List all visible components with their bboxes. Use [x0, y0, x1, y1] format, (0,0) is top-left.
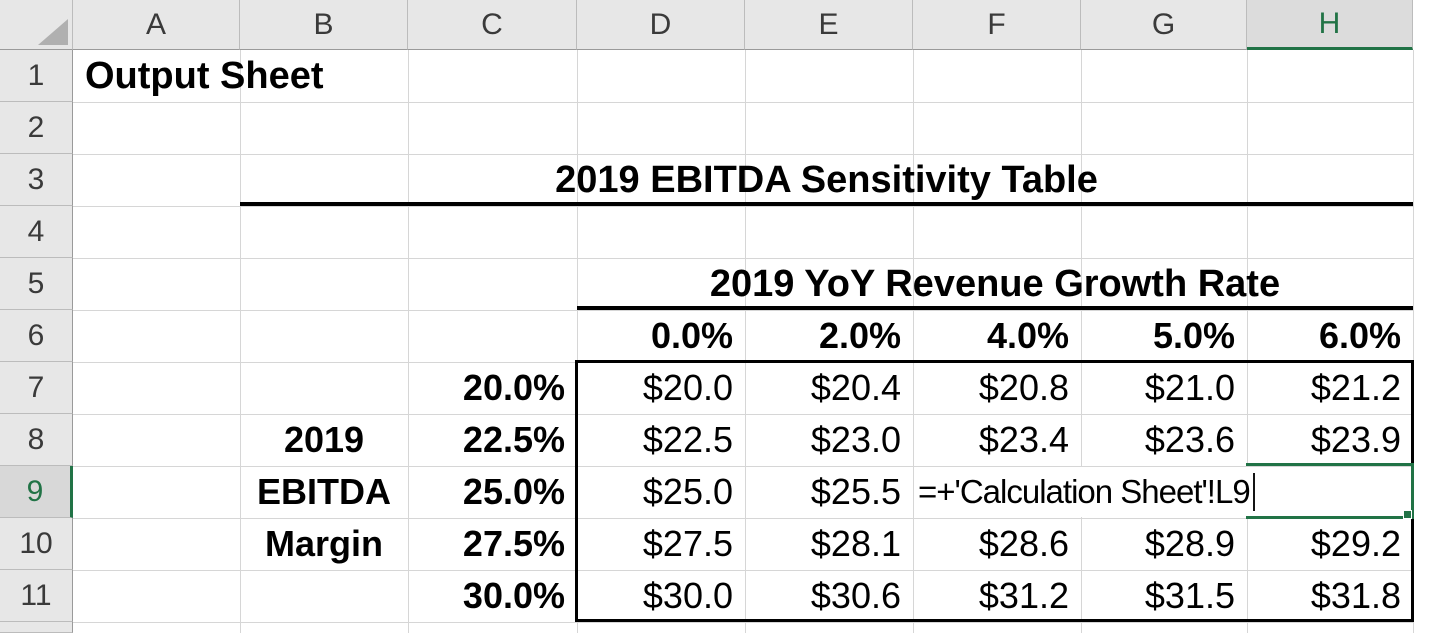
- row-header-3[interactable]: 3: [0, 154, 73, 206]
- gridline-horizontal: [73, 414, 1413, 415]
- gridline-vertical: [913, 50, 914, 633]
- row-header-9-active[interactable]: 9: [0, 466, 73, 518]
- cell-editor-formula-text: =+'Calculation Sheet'!L9: [918, 473, 1251, 510]
- column-header-d[interactable]: D: [577, 0, 745, 50]
- row-header-10[interactable]: 10: [0, 518, 73, 570]
- cell-g10[interactable]: $28.9: [1144, 523, 1235, 564]
- cell-c7[interactable]: 20.0%: [462, 367, 565, 408]
- cell-table-title[interactable]: 2019 EBITDA Sensitivity Table: [555, 158, 1098, 201]
- cell-editor-background: [914, 467, 1411, 517]
- cell-e11[interactable]: $30.6: [810, 575, 901, 616]
- cell-h10[interactable]: $29.2: [1310, 523, 1401, 564]
- gridline-vertical: [1413, 50, 1414, 633]
- cell-d11[interactable]: $30.0: [642, 575, 733, 616]
- cell-f11[interactable]: $31.2: [978, 575, 1069, 616]
- cell-e8[interactable]: $23.0: [810, 419, 901, 460]
- cell-c11[interactable]: 30.0%: [462, 575, 565, 616]
- column-header-c[interactable]: C: [408, 0, 577, 50]
- cell-growth-axis-label[interactable]: 2019 YoY Revenue Growth Rate: [709, 262, 1281, 305]
- cell-h7[interactable]: $21.2: [1310, 367, 1401, 408]
- cell-g6[interactable]: 5.0%: [1152, 315, 1235, 356]
- cell-d7[interactable]: $20.0: [642, 367, 733, 408]
- cell-g8[interactable]: $23.6: [1144, 419, 1235, 460]
- cell-h11[interactable]: $31.8: [1310, 575, 1401, 616]
- gridline-vertical: [408, 50, 409, 633]
- gridline-vertical: [577, 50, 578, 633]
- row-header-5[interactable]: 5: [0, 258, 73, 310]
- cell-g11[interactable]: $31.5: [1144, 575, 1235, 616]
- cell-d10[interactable]: $27.5: [642, 523, 733, 564]
- cell-f7[interactable]: $20.8: [978, 367, 1069, 408]
- row-header-8[interactable]: 8: [0, 414, 73, 466]
- row-header-1[interactable]: 1: [0, 50, 73, 102]
- cell-e10[interactable]: $28.1: [810, 523, 901, 564]
- fill-handle[interactable]: [1403, 510, 1412, 519]
- gridline-vertical: [1247, 50, 1248, 633]
- growth-axis-underline: [577, 306, 1413, 310]
- column-header-a[interactable]: A: [73, 0, 240, 50]
- cell-editor[interactable]: =+'Calculation Sheet'!L9: [918, 466, 1255, 518]
- gridline-vertical: [745, 50, 746, 633]
- cell-e9[interactable]: $25.5: [810, 471, 901, 512]
- gridline-horizontal: [73, 154, 1413, 155]
- row-header-6[interactable]: 6: [0, 310, 73, 362]
- cell-c8[interactable]: 22.5%: [462, 419, 565, 460]
- gridline-vertical: [1081, 50, 1082, 633]
- column-header-h-active[interactable]: H: [1247, 0, 1413, 50]
- gridline-horizontal: [73, 102, 1413, 103]
- row-header-2[interactable]: 2: [0, 102, 73, 154]
- cell-h6[interactable]: 6.0%: [1318, 315, 1401, 356]
- gridline-horizontal: [73, 310, 1413, 311]
- row-header-11[interactable]: 11: [0, 570, 73, 622]
- select-all-corner[interactable]: [0, 0, 73, 50]
- title-underline: [240, 202, 1413, 206]
- active-cell-selection-border: [1246, 463, 1414, 519]
- cell-f10[interactable]: $28.6: [978, 523, 1069, 564]
- cell-a1-output-sheet[interactable]: Output Sheet: [85, 54, 324, 97]
- cell-c9[interactable]: 25.0%: [462, 471, 565, 512]
- cell-b10[interactable]: Margin: [264, 523, 383, 564]
- gridline-horizontal: [73, 258, 1413, 259]
- column-header-g[interactable]: G: [1081, 0, 1247, 50]
- cell-e7[interactable]: $20.4: [810, 367, 901, 408]
- select-all-triangle-icon: [38, 19, 68, 45]
- cell-d8[interactable]: $22.5: [642, 419, 733, 460]
- gridline-horizontal: [73, 622, 1413, 623]
- gridline-horizontal: [73, 518, 1413, 519]
- column-header-b[interactable]: B: [240, 0, 408, 50]
- cell-g7[interactable]: $21.0: [1144, 367, 1235, 408]
- row-header-4[interactable]: 4: [0, 206, 73, 258]
- gridline-vertical: [240, 50, 241, 633]
- cell-b8[interactable]: 2019: [283, 419, 365, 460]
- gridline-horizontal: [73, 570, 1413, 571]
- cell-d6[interactable]: 0.0%: [650, 315, 733, 356]
- gridline-horizontal: [73, 206, 1413, 207]
- cell-f6[interactable]: 4.0%: [986, 315, 1069, 356]
- row-header-7[interactable]: 7: [0, 362, 73, 414]
- cell-e6[interactable]: 2.0%: [818, 315, 901, 356]
- text-cursor: [1252, 473, 1255, 511]
- cell-b9[interactable]: EBITDA: [257, 471, 391, 512]
- column-header-e[interactable]: E: [745, 0, 913, 50]
- cell-f8[interactable]: $23.4: [978, 419, 1069, 460]
- column-header-f[interactable]: F: [913, 0, 1081, 50]
- cell-c10[interactable]: 27.5%: [462, 523, 565, 564]
- cell-d9[interactable]: $25.0: [642, 471, 733, 512]
- row-header-12-partial[interactable]: [0, 622, 73, 633]
- gridline-horizontal: [73, 466, 1413, 467]
- cell-h8[interactable]: $23.9: [1310, 419, 1401, 460]
